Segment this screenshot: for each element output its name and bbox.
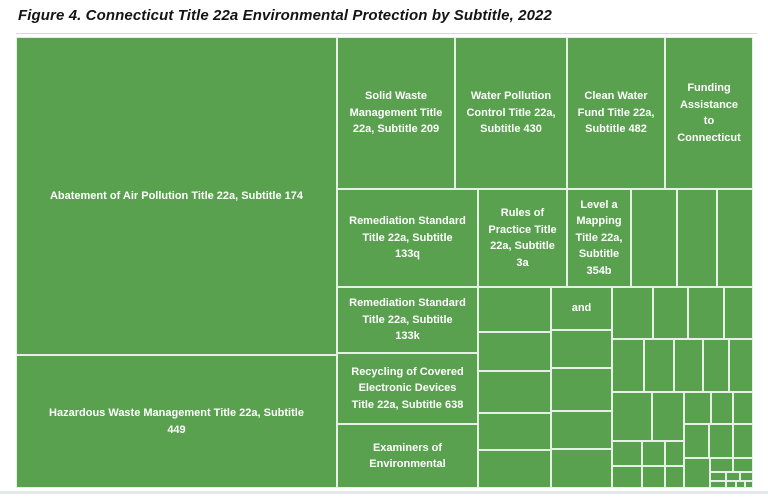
treemap-box-small[interactable] <box>684 424 709 458</box>
treemap-box-level-a-mapping-354b[interactable]: Level a Mapping Title 22a, Subtitle 354b <box>567 189 631 287</box>
treemap-box-small[interactable] <box>665 466 684 488</box>
treemap-box-small[interactable] <box>710 458 733 472</box>
treemap-box-label: Recycling of Covered Electronic Devices … <box>351 365 464 411</box>
treemap-box-small[interactable] <box>688 287 724 339</box>
treemap-box-examiners-environmental[interactable]: Examiners of Environmental <box>337 424 478 488</box>
treemap-box-small[interactable] <box>740 472 753 481</box>
treemap-box-small[interactable] <box>551 449 612 488</box>
treemap-box-water-pollution-430[interactable]: Water Pollution Control Title 22a, Subti… <box>455 37 567 189</box>
treemap-box-small[interactable] <box>642 441 665 466</box>
treemap-box-abatement-174[interactable]: Abatement of Air Pollution Title 22a, Su… <box>16 37 337 355</box>
treemap-box-small[interactable] <box>717 189 753 287</box>
treemap-box-label: Water Pollution Control Title 22a, Subti… <box>466 90 556 136</box>
figure-title: Figure 4. Connecticut Title 22a Environm… <box>18 7 552 24</box>
treemap-box-label: Abatement of Air Pollution Title 22a, Su… <box>49 189 304 202</box>
treemap-box-small[interactable] <box>478 413 551 450</box>
treemap-box-small[interactable] <box>729 339 753 392</box>
treemap-box-label: Level a Mapping Title 22a, Subtitle 354b <box>575 198 623 277</box>
treemap-box-small[interactable] <box>551 368 612 411</box>
treemap-box-small[interactable] <box>684 458 710 488</box>
treemap-box-small[interactable] <box>724 287 753 339</box>
treemap-box-small[interactable] <box>711 392 733 424</box>
treemap-box-label: Rules of Practice Title 22a, Subtitle 3a <box>488 207 557 269</box>
bottom-divider-line <box>0 491 768 494</box>
treemap-box-small[interactable] <box>644 339 674 392</box>
treemap-box-funding-assistance[interactable]: Funding Assistance to Connecticut <box>665 37 753 189</box>
title-divider-line <box>16 33 757 34</box>
treemap-box-small[interactable] <box>478 450 551 488</box>
treemap-box-small[interactable] <box>551 330 612 368</box>
treemap-box-small[interactable] <box>733 424 753 458</box>
treemap-box-small[interactable] <box>612 466 642 488</box>
treemap-box-small[interactable] <box>709 424 733 458</box>
treemap-box-small[interactable] <box>653 287 688 339</box>
treemap-box-small[interactable] <box>677 189 717 287</box>
treemap-box-label: and <box>571 302 592 315</box>
treemap-box-label: Solid Waste Management Title 22a, Subtit… <box>349 90 443 136</box>
treemap-box-label: Funding Assistance to Connecticut <box>677 82 741 144</box>
treemap-box-small[interactable] <box>612 339 644 392</box>
treemap-box-small[interactable] <box>478 332 551 371</box>
treemap-box-small[interactable] <box>733 392 753 424</box>
treemap-box-small[interactable] <box>612 287 653 339</box>
treemap-box-small[interactable] <box>665 441 684 466</box>
treemap-box-small[interactable] <box>631 189 677 287</box>
treemap-box-remediation-133q[interactable]: Remediation Standard Title 22a, Subtitle… <box>337 189 478 287</box>
treemap-box-small[interactable] <box>684 392 711 424</box>
treemap-box-small[interactable] <box>736 481 745 488</box>
treemap-box-small[interactable] <box>478 287 551 332</box>
treemap-box-clean-water-fund-482[interactable]: Clean Water Fund Title 22a, Subtitle 482 <box>567 37 665 189</box>
treemap-box-label: Examiners of Environmental <box>369 441 446 471</box>
treemap-box-rules-of-practice-3a[interactable]: Rules of Practice Title 22a, Subtitle 3a <box>478 189 567 287</box>
treemap-box-recycling-638[interactable]: Recycling of Covered Electronic Devices … <box>337 353 478 424</box>
treemap-box-label: Remediation Standard Title 22a, Subtitle… <box>349 215 466 261</box>
treemap-box-small[interactable] <box>733 458 753 472</box>
treemap-box-small[interactable] <box>745 481 753 488</box>
treemap-box-label: Hazardous Waste Management Title 22a, Su… <box>49 407 304 436</box>
treemap-box-small[interactable] <box>710 481 726 488</box>
treemap-box-small[interactable] <box>551 411 612 449</box>
treemap-box-small[interactable] <box>612 441 642 466</box>
treemap-box-small[interactable] <box>703 339 729 392</box>
treemap-box-small[interactable] <box>726 472 740 481</box>
treemap-box-label: Remediation Standard Title 22a, Subtitle… <box>349 297 466 343</box>
treemap-chart: Abatement of Air Pollution Title 22a, Su… <box>16 37 753 488</box>
treemap-box-remediation-133k[interactable]: Remediation Standard Title 22a, Subtitle… <box>337 287 478 353</box>
treemap-box-small[interactable] <box>726 481 736 488</box>
treemap-box-hazardous-waste-449[interactable]: Hazardous Waste Management Title 22a, Su… <box>16 355 337 488</box>
treemap-box-small[interactable] <box>642 466 665 488</box>
treemap-box-and[interactable]: and <box>551 287 612 330</box>
treemap-box-small[interactable] <box>478 371 551 413</box>
treemap-box-small[interactable] <box>652 392 684 441</box>
treemap-box-small[interactable] <box>612 392 652 441</box>
treemap-box-small[interactable] <box>710 472 726 481</box>
treemap-box-solid-waste-209[interactable]: Solid Waste Management Title 22a, Subtit… <box>337 37 455 189</box>
treemap-box-small[interactable] <box>674 339 703 392</box>
treemap-box-label: Clean Water Fund Title 22a, Subtitle 482 <box>577 90 655 136</box>
